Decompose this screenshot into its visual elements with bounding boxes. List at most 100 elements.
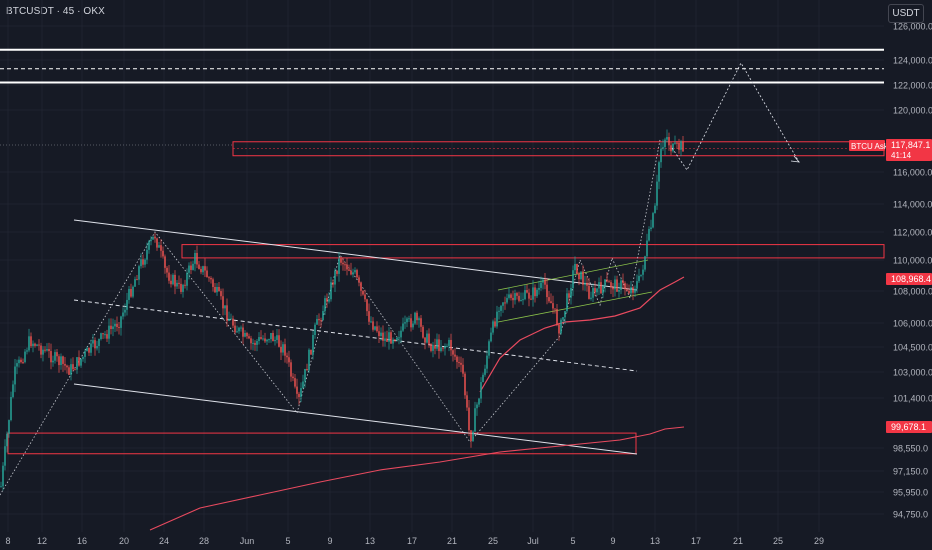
candle-body xyxy=(680,141,682,150)
candle-body xyxy=(118,327,120,329)
x-tick-label: 5 xyxy=(285,536,290,546)
x-tick-label: 29 xyxy=(814,536,824,546)
candle-body xyxy=(642,269,644,275)
candle-body xyxy=(342,262,344,265)
candle-body xyxy=(366,299,368,312)
candle-body xyxy=(144,259,146,265)
candle-body xyxy=(682,141,684,152)
x-tick-label: 16 xyxy=(77,536,87,546)
candle-body xyxy=(120,316,122,328)
candle-body xyxy=(192,263,194,270)
candle-body xyxy=(238,327,240,332)
candle-body xyxy=(578,273,580,280)
candle-body xyxy=(534,287,536,297)
candle-body xyxy=(246,333,248,337)
candle-body xyxy=(456,356,458,363)
candle-body xyxy=(284,344,286,356)
candle-body xyxy=(218,287,220,292)
candle-body xyxy=(488,341,490,356)
candle-body xyxy=(492,321,494,333)
candle-body xyxy=(20,359,22,363)
candle-body xyxy=(544,279,546,285)
candle-body xyxy=(510,294,512,298)
candle-body xyxy=(570,288,572,298)
candle-body xyxy=(554,308,556,310)
channel-lower xyxy=(73,383,638,455)
candle-body xyxy=(16,363,18,367)
candle-body xyxy=(188,265,190,273)
projection-path xyxy=(671,62,800,171)
candle-body xyxy=(562,317,564,320)
candle-body xyxy=(0,486,2,488)
candle-body xyxy=(306,368,308,371)
candle-body xyxy=(464,373,466,396)
candle-body xyxy=(594,288,596,293)
candle-body xyxy=(200,268,202,273)
candle-body xyxy=(432,345,434,351)
candles xyxy=(0,129,684,491)
candle-body xyxy=(660,148,662,163)
small-channel-bottom xyxy=(497,291,653,323)
candle-body xyxy=(158,245,160,248)
candle-body xyxy=(58,356,60,366)
candle-body xyxy=(286,355,288,358)
candle-body xyxy=(382,332,384,341)
candle-body xyxy=(272,332,274,342)
candle-body xyxy=(462,364,464,374)
candle-body xyxy=(370,321,372,323)
candle-body xyxy=(408,318,410,320)
candle-body xyxy=(68,367,70,375)
candle-body xyxy=(216,287,218,293)
candle-body xyxy=(414,312,416,324)
candle-body xyxy=(316,318,318,325)
candle-body xyxy=(110,325,112,329)
candle-body xyxy=(278,335,280,347)
candle-body xyxy=(572,270,574,289)
candle-body xyxy=(436,339,438,349)
candle-body xyxy=(8,420,10,434)
candle-body xyxy=(340,258,342,263)
candle-body xyxy=(170,280,172,285)
candle-body xyxy=(150,239,152,242)
candle-body xyxy=(106,334,108,339)
candle-body xyxy=(362,290,364,295)
candle-body xyxy=(146,249,148,260)
candle-body xyxy=(4,446,6,466)
candle-body xyxy=(548,297,550,302)
chart-title[interactable]: BTCUSDT · 45 · OKX xyxy=(6,6,105,17)
candle-body xyxy=(416,312,418,321)
y-tick-label: 103,000.0 xyxy=(893,368,932,378)
swing-path xyxy=(0,139,661,496)
price-axis: 126,000.0 124,000.0 122,000.0 120,000.0 116,… xyxy=(893,22,932,520)
price-tags: BTCU Ask 117,847.141:14 108,968.4 99,678.1 xyxy=(849,139,932,433)
candle-body xyxy=(672,143,674,152)
candle-body xyxy=(32,343,34,347)
candle-body xyxy=(268,339,270,341)
candle-body xyxy=(72,364,74,370)
candle-body xyxy=(12,384,14,398)
candle-body xyxy=(650,227,652,229)
candle-body xyxy=(184,284,186,286)
candle-body xyxy=(666,137,668,140)
candle-body xyxy=(198,264,200,269)
candle-body xyxy=(632,287,634,293)
candle-body xyxy=(420,318,422,327)
x-tick-label: 12 xyxy=(37,536,47,546)
candle-body xyxy=(360,282,362,291)
candle-body xyxy=(262,338,264,340)
candle-body xyxy=(174,274,176,287)
candle-body xyxy=(524,290,526,300)
candle-body xyxy=(644,256,646,270)
candle-body xyxy=(608,281,610,283)
candle-body xyxy=(398,337,400,339)
currency-button[interactable]: USDT xyxy=(888,4,924,23)
candle-body xyxy=(164,256,166,268)
candle-body xyxy=(422,326,424,338)
ma-slow-bg xyxy=(886,421,932,433)
support-zone xyxy=(7,432,637,455)
candle-body xyxy=(622,280,624,284)
candle-body xyxy=(220,291,222,297)
last-price-bg xyxy=(886,139,932,161)
